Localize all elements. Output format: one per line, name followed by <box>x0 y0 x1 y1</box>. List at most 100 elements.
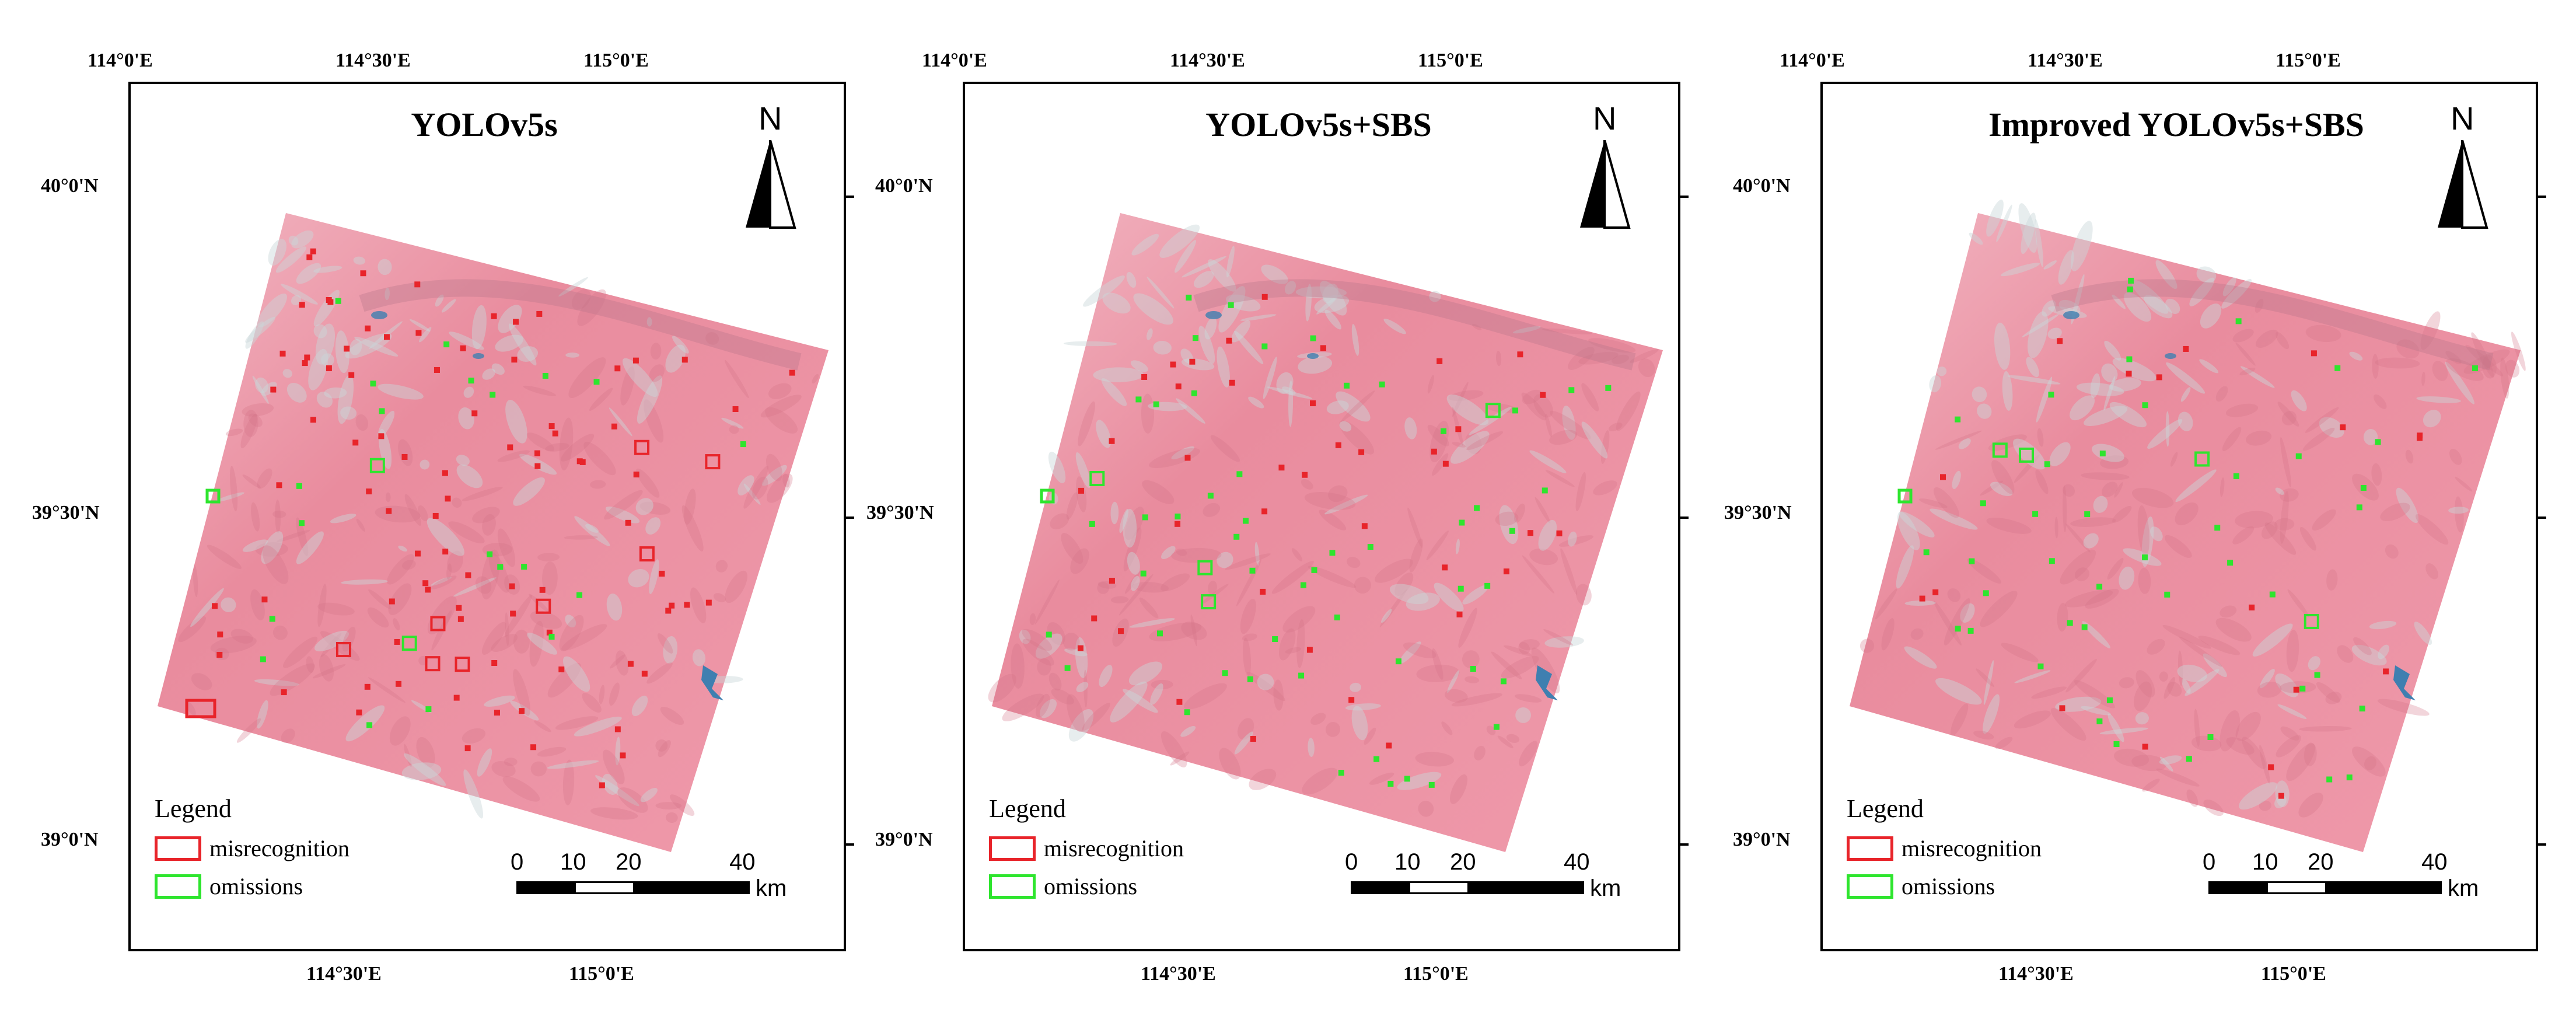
omission-box <box>1156 630 1163 637</box>
misrecognition-box <box>1175 383 1182 390</box>
misrecognition-box <box>1184 455 1191 461</box>
scale-tick-20: 20 <box>1450 849 1476 875</box>
scale-unit: km <box>1590 875 1621 901</box>
omission-box <box>548 633 555 640</box>
omission-box <box>1261 343 1268 350</box>
omission-box <box>1484 582 1491 589</box>
omission-box <box>1201 594 1217 610</box>
omission-box <box>1344 382 1350 389</box>
misrecognition-box <box>1348 697 1355 703</box>
misrecognition-box <box>1261 294 1268 300</box>
misrecognition-box <box>306 254 313 260</box>
scene-footprint <box>992 213 1663 852</box>
omission-box <box>1272 636 1278 643</box>
omission-box <box>1329 550 1336 556</box>
scale-unit: km <box>2448 875 2479 901</box>
misrecognition-box <box>422 580 429 587</box>
lon-label-top-1: 114°30'E <box>1170 50 1245 71</box>
omission-box <box>2084 511 2091 518</box>
misrecognition-box <box>558 666 565 672</box>
omission-box <box>1373 756 1380 762</box>
omission-box <box>1428 781 1435 788</box>
omission-box <box>260 656 266 662</box>
omission-box <box>1193 335 1199 341</box>
misrecognition-box <box>2268 764 2274 770</box>
misrecognition-box <box>270 386 277 393</box>
omission-box <box>370 381 376 387</box>
misrecognition-box <box>1078 487 1085 494</box>
omission-box <box>298 520 305 526</box>
lon-label-bottom-1: 115°0'E <box>569 963 634 985</box>
misrecognition-box <box>1442 564 1448 571</box>
scale-unit: km <box>756 875 787 901</box>
omission-box <box>425 706 432 713</box>
misrecognition-box <box>1141 374 1148 380</box>
omission-box <box>379 408 385 414</box>
misrecognition-box <box>2059 705 2065 711</box>
misrecognition-box <box>344 346 350 352</box>
omission-box <box>2299 685 2306 692</box>
omission-box <box>1955 416 1961 423</box>
misrecognition-box <box>1940 474 1946 480</box>
misrecognition-box <box>430 616 446 631</box>
misrecognition-box <box>789 369 795 376</box>
misrecognition-box <box>2249 604 2255 610</box>
omission-box <box>1242 518 1249 524</box>
misrecognition-box <box>414 281 421 288</box>
misrecognition-box <box>1503 568 1509 575</box>
omission-box <box>2207 734 2214 740</box>
misrecognition-box <box>1335 442 1341 448</box>
axis-tick <box>1680 843 1689 846</box>
misrecognition-box <box>639 546 655 562</box>
misrecognition-box <box>1261 508 1268 515</box>
omission-box <box>2099 451 2106 457</box>
misrecognition-box <box>212 603 218 609</box>
omission-box <box>2227 560 2234 566</box>
omission-box <box>1923 549 1930 556</box>
lon-label-top-1: 114°30'E <box>2028 50 2103 71</box>
misrecognition-box <box>632 357 639 364</box>
lon-label-top-2: 115°0'E <box>2276 50 2341 71</box>
misrecognition-box <box>614 726 621 732</box>
axis-tick <box>846 196 854 198</box>
axis-tick <box>2538 196 2546 198</box>
omission-box <box>1605 385 1612 391</box>
omission-box <box>1249 567 1256 574</box>
omission-box <box>542 372 548 379</box>
omission-box <box>2360 484 2367 491</box>
omission-box <box>1140 570 1147 577</box>
misrecognition-box <box>2278 793 2284 799</box>
misrecognition-box <box>425 656 441 672</box>
misrecognition-box <box>276 482 282 488</box>
legend-title: Legend <box>155 794 232 823</box>
omission-box <box>2081 624 2088 630</box>
lon-label-top-2: 115°0'E <box>583 50 649 71</box>
scale-tick-10: 10 <box>2252 849 2278 875</box>
omission-box <box>1542 487 1548 494</box>
omission-box <box>1247 676 1253 682</box>
map-panel-2: 114°0'E 114°30'E 115°0'E 114°30'E 115°0'… <box>834 0 1689 1019</box>
omission-box <box>1184 709 1190 716</box>
lon-label-bottom-0: 114°30'E <box>1998 963 2074 985</box>
legend-item-label: misrecognition <box>1902 835 2042 861</box>
misrecognition-box <box>509 583 515 589</box>
omission-box <box>2235 318 2242 324</box>
misrecognition-box <box>1189 358 1196 365</box>
misrecognition-box <box>360 270 366 277</box>
legend-item-label: omissions <box>209 873 303 899</box>
scene-footprint <box>1850 213 2521 852</box>
legend-item-misrecognition: misrecognition <box>155 835 349 862</box>
misrecognition-box <box>1556 530 1563 536</box>
misrecognition-box <box>1077 645 1083 651</box>
misrecognition-box <box>453 695 460 701</box>
misrecognition-box <box>634 439 650 455</box>
misrecognition-box <box>534 450 540 456</box>
misrecognition-box <box>659 570 665 577</box>
reservoir <box>1536 665 1558 700</box>
axis-tick <box>2538 517 2546 519</box>
scale-tick-40: 40 <box>1564 849 1590 875</box>
misrecognition-box <box>401 453 408 460</box>
north-arrow-label: N <box>759 100 782 137</box>
misrecognition-box <box>665 608 672 614</box>
legend-item-omissions: omissions <box>1847 873 1995 900</box>
